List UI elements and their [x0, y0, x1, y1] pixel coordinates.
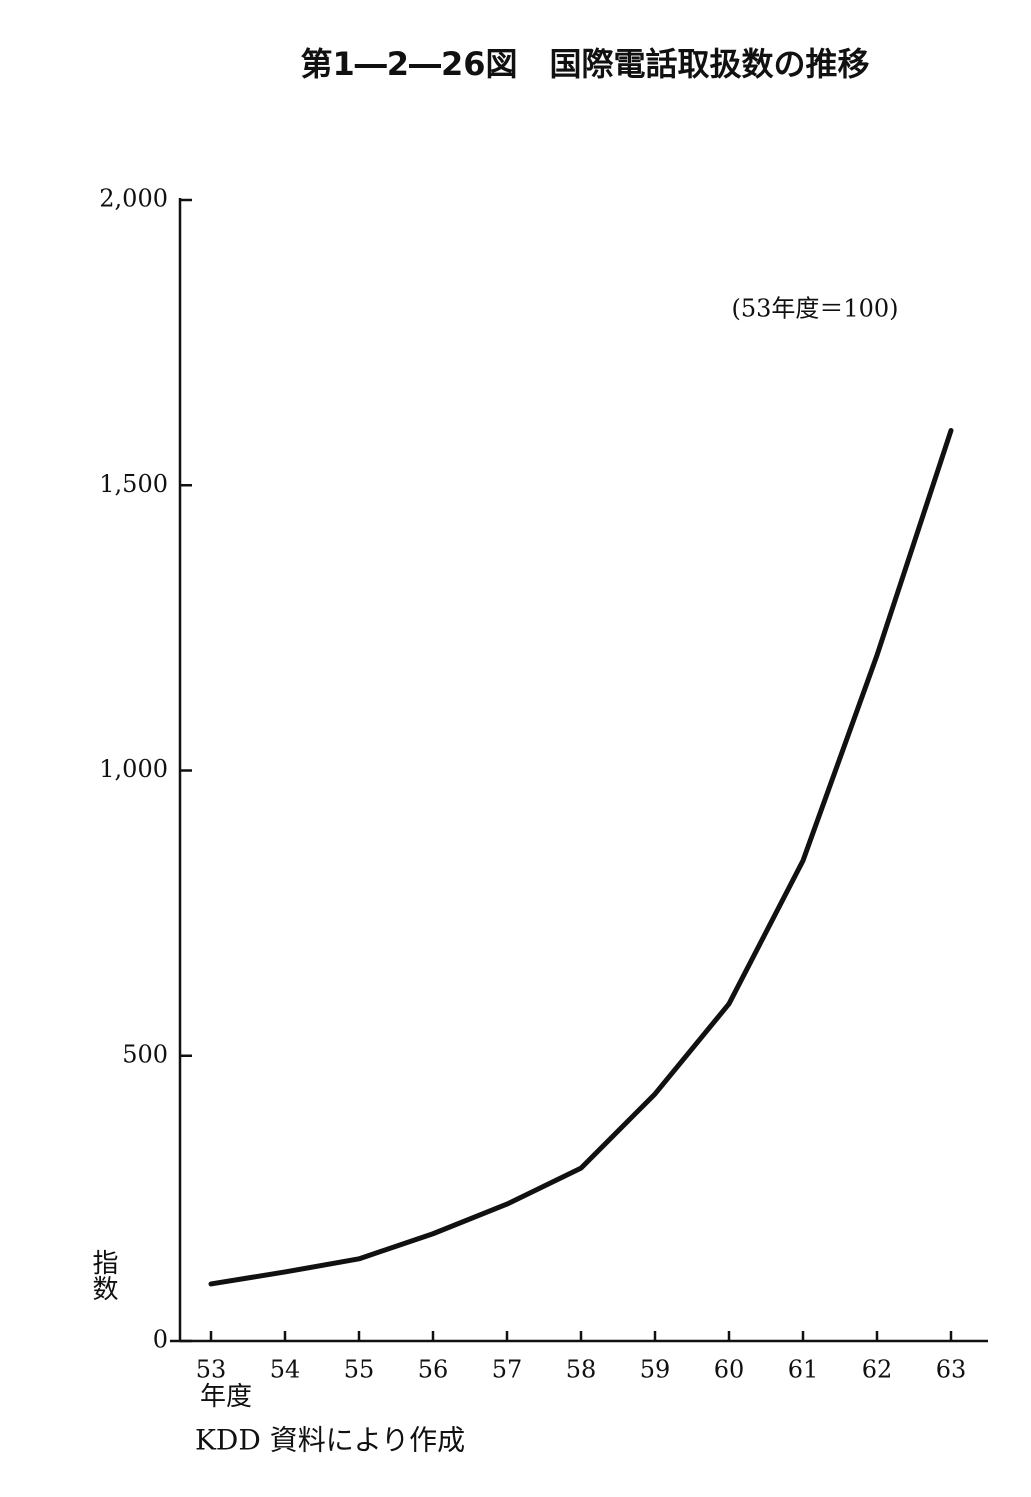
chart-title: 第1―2―26図 国際電話取扱数の推移 — [300, 45, 869, 83]
y-tick-label: 500 — [122, 1040, 168, 1068]
x-tick-label: 59 — [640, 1356, 671, 1384]
note: (53年度＝100) — [731, 295, 898, 323]
y-tick-label: 2,000 — [99, 185, 168, 213]
x-tick-label: 60 — [714, 1356, 745, 1384]
x-tick-label: 58 — [566, 1356, 597, 1384]
x-tick-label: 56 — [418, 1356, 449, 1384]
source: KDD 資料により作成 — [195, 1424, 465, 1457]
x-tick-label: 61 — [788, 1356, 819, 1384]
x-tick-label: 63 — [936, 1356, 967, 1384]
line — [208, 427, 954, 1287]
x-tick-label: 53 — [196, 1356, 227, 1384]
y-tick-label: 1,000 — [99, 755, 168, 783]
x-axis-label: 年度 — [200, 1382, 252, 1412]
x-tick-label: 57 — [492, 1356, 523, 1384]
y-tick-label: 0 — [153, 1326, 168, 1354]
x-tick-label: 55 — [344, 1356, 375, 1384]
x-tick-label: 62 — [862, 1356, 893, 1384]
x-tick-label: 54 — [270, 1356, 301, 1384]
y-axis-label: 指数 — [88, 1249, 118, 1301]
y-tick-label: 1,500 — [99, 470, 168, 498]
